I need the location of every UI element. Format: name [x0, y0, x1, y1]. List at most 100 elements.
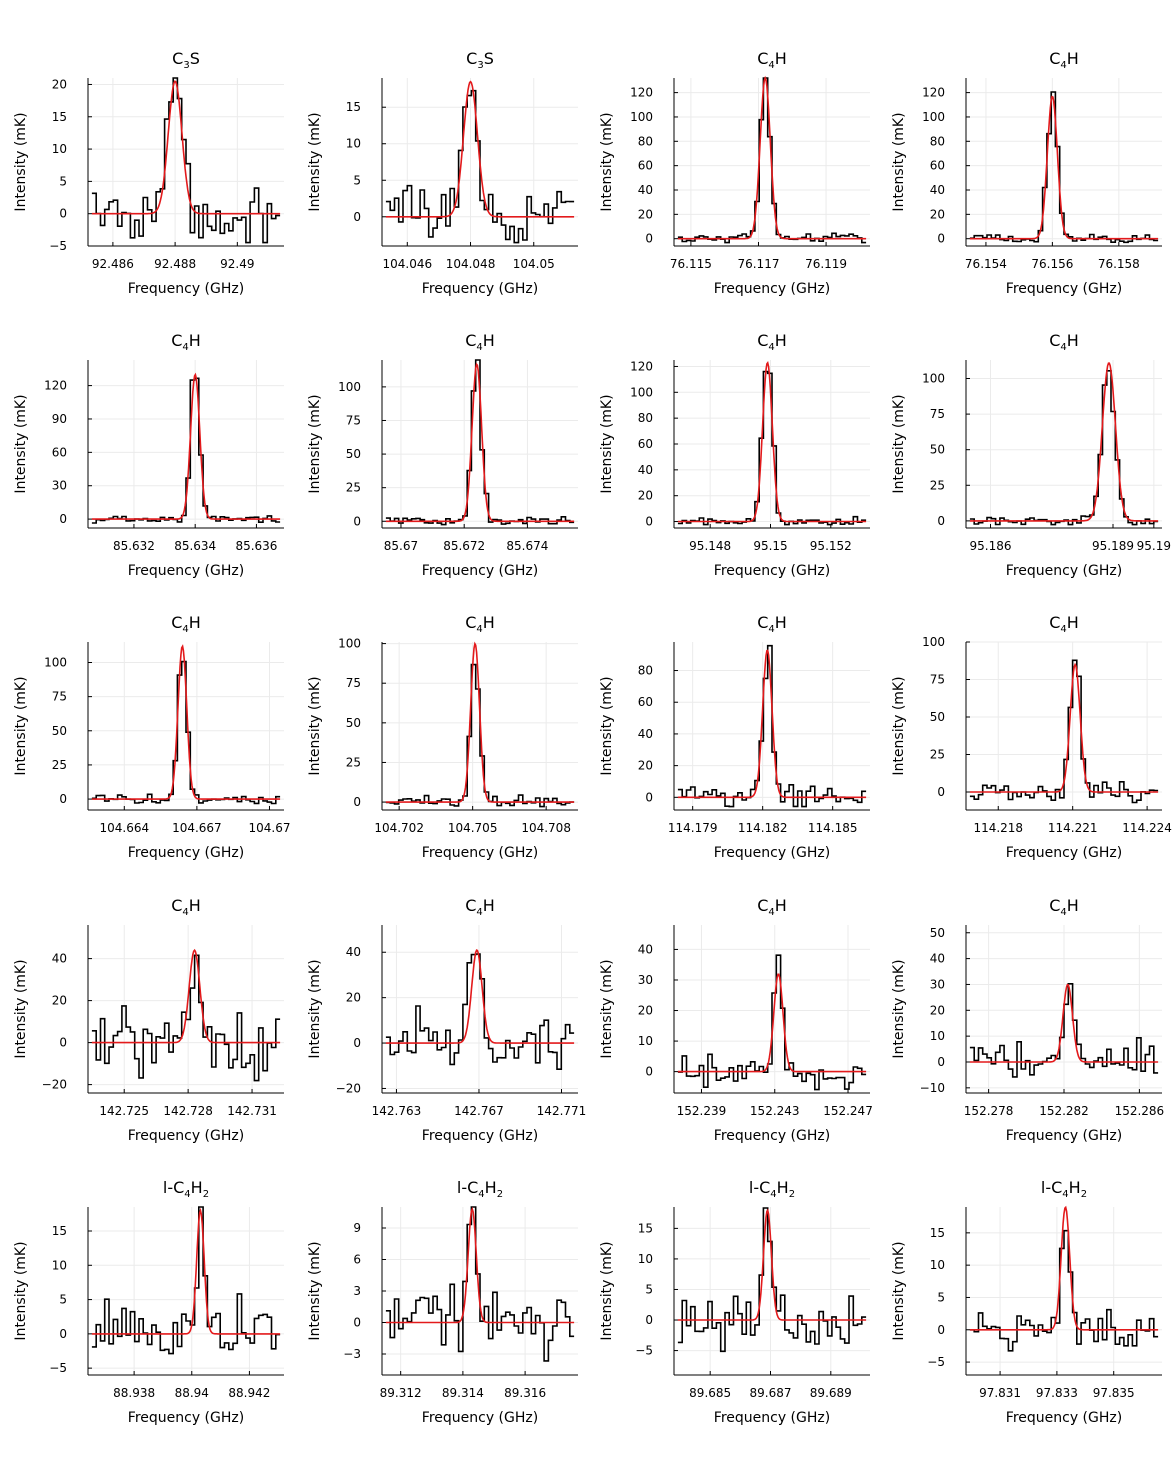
y-tick-label: −10: [920, 1081, 945, 1095]
panel-title: C4H: [1049, 49, 1079, 71]
gaussian-fit: [385, 641, 575, 803]
y-axis-label: Intensity (mK): [891, 959, 907, 1058]
x-tick-label: 85.632: [113, 539, 155, 553]
y-tick-label: 50: [930, 443, 945, 457]
x-tick-label: 152.247: [823, 1104, 873, 1118]
y-tick-label: 50: [346, 447, 361, 461]
x-tick-label: 89.687: [749, 1386, 791, 1400]
y-axis-label: Intensity (mK): [13, 1241, 29, 1340]
y-axis-label: Intensity (mK): [599, 1241, 615, 1340]
x-axis-label: Frequency (GHz): [714, 1128, 830, 1144]
observed-spectrum: [969, 91, 1159, 244]
x-tick-label: 95.15: [753, 539, 787, 553]
y-tick-label: 80: [638, 134, 653, 148]
observed-spectrum: [969, 983, 1159, 1078]
x-tick-label: 76.154: [965, 257, 1007, 271]
y-tick-label: 40: [52, 952, 67, 966]
y-tick-label: 30: [638, 973, 653, 987]
y-tick-label: 75: [930, 407, 945, 421]
x-tick-label: 114.182: [738, 821, 788, 835]
spectrum-panel-19: 89.685 89.687 89.689 −5 0 5 10 15 Frequency (GHz…: [599, 1178, 870, 1426]
y-tick-label: 40: [638, 463, 653, 477]
x-tick-label: 104.05: [513, 257, 555, 271]
observed-spectrum: [677, 644, 867, 808]
spectrum-panel-12: 114.218 114.221 114.224 0 25 50 75 100 Frequency…: [891, 613, 1172, 861]
x-tick-label: 85.67: [384, 539, 418, 553]
panel-title: C3S: [466, 49, 494, 71]
y-axis-label: Intensity (mK): [13, 112, 29, 211]
x-tick-label: 104.702: [374, 821, 424, 835]
y-axis-label: Intensity (mK): [891, 394, 907, 493]
x-tick-label: 76.117: [737, 257, 779, 271]
x-tick-label: 104.67: [248, 821, 290, 835]
x-tick-label: 76.115: [670, 257, 712, 271]
panel-title: l-C4H2: [163, 1178, 209, 1200]
x-tick-label: 104.705: [448, 821, 498, 835]
y-tick-label: 9: [353, 1221, 361, 1235]
x-tick-label: 88.94: [175, 1386, 209, 1400]
x-tick-label: 104.048: [446, 257, 496, 271]
y-tick-label: 50: [346, 716, 361, 730]
y-axis-label: Intensity (mK): [599, 112, 615, 211]
y-tick-label: 60: [638, 159, 653, 173]
y-tick-label: 30: [930, 977, 945, 991]
panel-title: C4H: [757, 613, 787, 635]
x-axis-label: Frequency (GHz): [714, 563, 830, 579]
panel-title: l-C4H2: [749, 1178, 795, 1200]
panel-title: C4H: [1049, 613, 1079, 635]
y-tick-label: 10: [346, 137, 361, 151]
y-axis-label: Intensity (mK): [307, 112, 323, 211]
gaussian-fit: [677, 1208, 867, 1321]
y-tick-label: 6: [353, 1253, 361, 1267]
y-tick-label: −5: [49, 239, 67, 253]
y-tick-label: 75: [52, 690, 67, 704]
y-tick-label: 100: [922, 635, 945, 649]
x-axis-label: Frequency (GHz): [1006, 845, 1122, 861]
y-tick-label: 40: [930, 952, 945, 966]
y-tick-label: 80: [930, 134, 945, 148]
gaussian-fit: [969, 362, 1159, 522]
spectrum-panel-16: 152.278 152.282 152.286 −10 0 10 20 30 40 50 Frequ…: [891, 896, 1164, 1144]
y-tick-label: 100: [630, 385, 653, 399]
y-tick-label: 5: [937, 1290, 945, 1304]
y-tick-label: 100: [922, 110, 945, 124]
x-tick-label: 89.314: [442, 1386, 484, 1400]
spectrum-panel-4: 76.154 76.156 76.158 0 20 40 60 80 100 120 Frequen…: [891, 49, 1162, 297]
y-tick-label: 0: [937, 785, 945, 799]
gaussian-fit: [385, 1206, 575, 1324]
spectrum-panel-3: 76.115 76.117 76.119 0 20 40 60 80 100 120 Frequen…: [599, 49, 870, 297]
x-tick-label: 95.189: [1092, 539, 1134, 553]
spectrum-panel-8: 95.186 95.189 95.19 0 25 50 75 100 Frequency (GH…: [891, 331, 1171, 579]
spectrum-panel-13: 142.725 142.728 142.731 −20 0 20 40 Frequency (…: [13, 896, 284, 1144]
y-tick-label: 25: [346, 481, 361, 495]
x-tick-label: 104.667: [172, 821, 222, 835]
panel-title: C4H: [1049, 896, 1079, 918]
y-tick-label: 0: [937, 1055, 945, 1069]
y-tick-label: 50: [930, 926, 945, 940]
y-tick-label: 30: [52, 479, 67, 493]
panel-title: l-C4H2: [457, 1178, 503, 1200]
y-tick-label: 0: [353, 1316, 361, 1330]
x-tick-label: 95.19: [1137, 539, 1171, 553]
x-axis-label: Frequency (GHz): [1006, 1410, 1122, 1426]
panel-title: C4H: [757, 49, 787, 71]
x-axis-label: Frequency (GHz): [128, 281, 244, 297]
y-tick-label: 75: [346, 413, 361, 427]
y-tick-label: 10: [930, 1258, 945, 1272]
y-tick-label: −5: [927, 1355, 945, 1369]
y-axis-label: Intensity (mK): [307, 676, 323, 775]
x-tick-label: 88.942: [228, 1386, 270, 1400]
spectrum-panel-17: 88.938 88.94 88.942 −5 0 5 10 15 Frequency (GHz)…: [13, 1178, 284, 1426]
x-axis-label: Frequency (GHz): [1006, 1128, 1122, 1144]
y-tick-label: 0: [59, 512, 67, 526]
x-tick-label: 142.728: [163, 1104, 213, 1118]
x-tick-label: 152.278: [964, 1104, 1014, 1118]
x-tick-label: 97.831: [979, 1386, 1021, 1400]
y-tick-label: 50: [52, 724, 67, 738]
y-tick-label: 0: [937, 232, 945, 246]
y-tick-label: 0: [937, 514, 945, 528]
y-tick-label: 20: [930, 1003, 945, 1017]
y-tick-label: 60: [930, 159, 945, 173]
panel-title: C4H: [171, 896, 201, 918]
y-tick-label: 60: [52, 445, 67, 459]
